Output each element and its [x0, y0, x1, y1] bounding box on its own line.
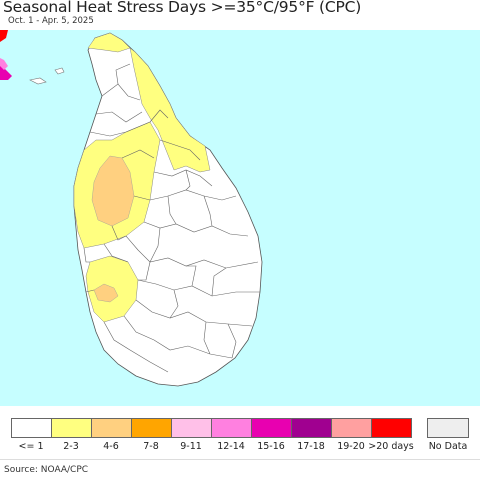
footer-divider: [0, 459, 480, 460]
legend-swatch-5: [211, 418, 252, 438]
legend-label-0: <= 1: [18, 441, 44, 452]
legend-label-8: 19-20: [337, 441, 365, 452]
district-borders: [83, 63, 260, 373]
map-title: Seasonal Heat Stress Days >=35°C/95°F (C…: [3, 0, 362, 16]
adams-bridge-islands: [29, 67, 65, 85]
source-credit: Source: NOAA/CPC: [4, 465, 89, 475]
legend-label-7: 17-18: [297, 441, 325, 452]
india-coast-pink: [0, 58, 8, 70]
map-area: [0, 30, 480, 406]
legend-label-3: 7-8: [143, 441, 159, 452]
legend-swatch-3: [131, 418, 172, 438]
india-coast-red: [0, 30, 8, 42]
legend-label-4: 9-11: [180, 441, 202, 452]
legend-label-1: 2-3: [63, 441, 79, 452]
legend-label-no-data: No Data: [428, 441, 468, 452]
legend-label-6: 15-16: [257, 441, 285, 452]
legend-swatch-1: [51, 418, 92, 438]
north-yellow-region: [87, 32, 131, 53]
northeast-yellow-region: [129, 47, 211, 173]
legend-swatch-6: [251, 418, 292, 438]
central-west-orange-region: [91, 155, 135, 227]
sri-lanka-map: [0, 30, 263, 387]
legend-swatch-2: [91, 418, 132, 438]
legend-swatch-9: [371, 418, 412, 438]
legend-swatch-4: [171, 418, 212, 438]
southwest-orange-region: [93, 283, 119, 303]
legend-swatch-7: [291, 418, 332, 438]
legend-swatch-no-data: [427, 418, 469, 438]
legend-label-9: >20 days: [368, 441, 414, 452]
legend-swatch-0: [11, 418, 52, 438]
date-range: Oct. 1 - Apr. 5, 2025: [8, 16, 94, 26]
legend-swatch-8: [331, 418, 372, 438]
legend-label-5: 12-14: [217, 441, 245, 452]
legend-label-2: 4-6: [103, 441, 119, 452]
